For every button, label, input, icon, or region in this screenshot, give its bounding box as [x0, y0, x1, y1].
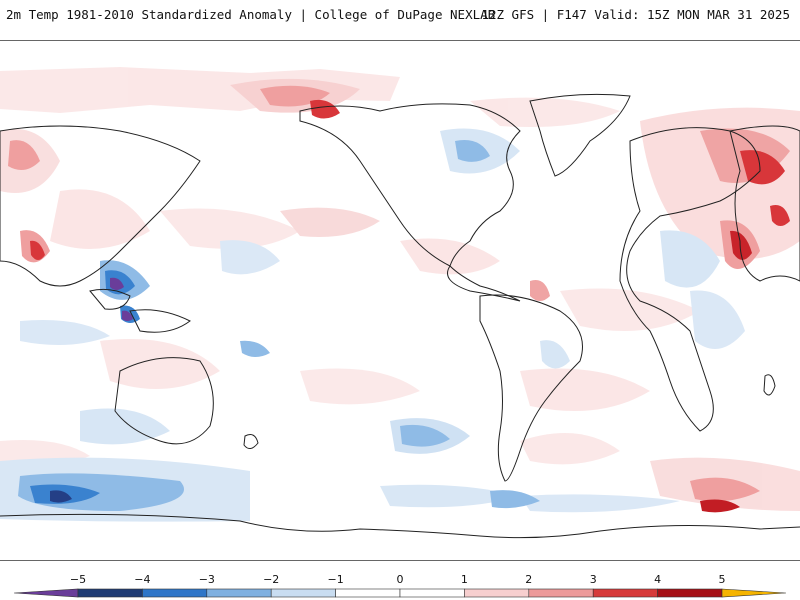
product-title: 2m Temp 1981-2010 Standardized Anomaly |…	[6, 7, 496, 22]
warm-anomaly-light	[0, 67, 800, 511]
colorbar-segment	[528, 588, 594, 598]
colorbar-segment	[592, 588, 658, 598]
colorbar-tick-label: 1	[461, 573, 468, 586]
colorbar-tick-label: 5	[719, 573, 726, 586]
colorbar-segment	[335, 588, 401, 598]
colorbar-tick-label: 3	[590, 573, 597, 586]
colorbar-tick-label: −4	[134, 573, 150, 586]
colorbar-segment	[657, 588, 723, 598]
valid-time: 12Z GFS | F147 Valid: 15Z MON MAR 31 202…	[481, 7, 790, 22]
colorbar-segment	[77, 588, 143, 598]
colorbar-segment	[399, 588, 465, 598]
colorbar-tick-label: −1	[327, 573, 343, 586]
colorbar-tick-label: 4	[654, 573, 661, 586]
warm-anomaly-strong	[30, 99, 790, 513]
map-canvas	[0, 67, 800, 539]
colorbar-segment	[142, 588, 208, 598]
header: 2m Temp 1981-2010 Standardized Anomaly |…	[0, 0, 800, 30]
colorbar-segment	[464, 588, 530, 598]
coastlines	[0, 93, 800, 539]
colorbar-tick-label: 0	[397, 573, 404, 586]
anomaly-map[interactable]	[0, 40, 800, 561]
colorbar-segment	[270, 588, 336, 598]
colorbar-segment	[206, 588, 272, 598]
colorbar-canvas: −5 −4 −3 −2 −1 0 1 2 3 4 5	[13, 573, 787, 598]
colorbar-tick-label: −3	[199, 573, 215, 586]
colorbar: −5 −4 −3 −2 −1 0 1 2 3 4 5	[0, 572, 800, 600]
colorbar-tick-label: −2	[263, 573, 279, 586]
colorbar-segment	[13, 588, 79, 598]
colorbar-tick-label: −5	[70, 573, 86, 586]
colorbar-tick-label: 2	[525, 573, 532, 586]
colorbar-segment	[721, 588, 787, 598]
